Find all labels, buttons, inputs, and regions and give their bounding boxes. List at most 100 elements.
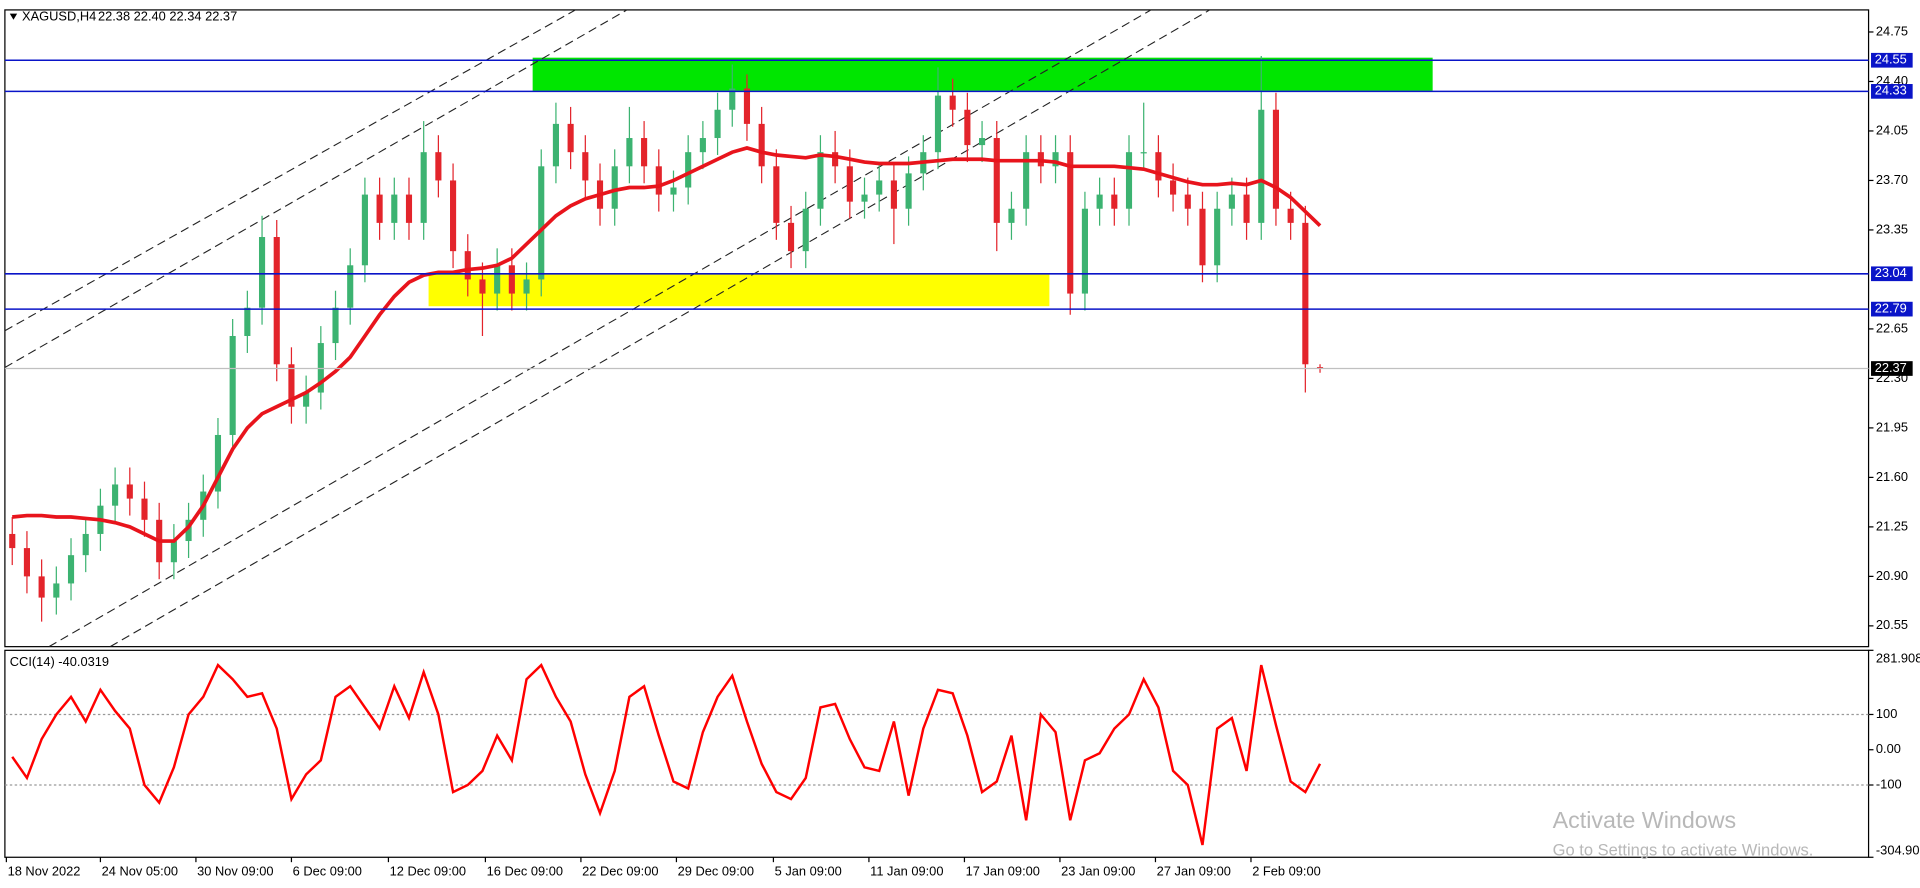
candle-body <box>949 95 956 110</box>
x-tick-label: 24 Nov 05:00 <box>102 863 178 878</box>
candle-body <box>141 498 148 520</box>
candle-body <box>1228 194 1235 209</box>
candle-body <box>38 576 45 598</box>
candle-body <box>979 138 986 146</box>
candle-body <box>905 173 912 209</box>
candle-body <box>347 265 354 308</box>
x-tick-label: 18 Nov 2022 <box>8 863 81 878</box>
watermark-subtitle: Go to Settings to activate Windows. <box>1553 841 1814 860</box>
candle-body <box>361 194 368 266</box>
candle-body <box>699 138 706 153</box>
candle-body <box>582 152 589 181</box>
candle-body <box>9 533 16 549</box>
level-label: 22.79 <box>1875 301 1907 316</box>
level-label: 24.55 <box>1875 52 1907 67</box>
candle-body <box>1008 208 1015 223</box>
candle-body <box>1081 208 1088 294</box>
level-box <box>1871 84 1913 99</box>
candle-body <box>53 583 60 598</box>
candle-body <box>1067 152 1074 294</box>
candle-body <box>112 484 119 506</box>
candle-body <box>1316 367 1324 369</box>
x-tick-label: 30 Nov 09:00 <box>197 863 273 878</box>
x-tick-label: 22 Dec 09:00 <box>582 863 658 878</box>
candle-body <box>1258 109 1265 223</box>
x-tick-label: 16 Dec 09:00 <box>487 863 563 878</box>
candle-body <box>494 265 501 294</box>
y-tick-label: 20.55 <box>1876 617 1908 632</box>
candle-body <box>214 434 222 492</box>
candle-body <box>479 279 486 294</box>
indicator-panel <box>4 649 1870 858</box>
menu-arrow[interactable] <box>9 13 18 20</box>
candle-body <box>244 307 251 336</box>
ohlc-header: 22.38 22.40 22.34 22.37 <box>98 9 237 24</box>
candle-body <box>273 237 280 365</box>
candle-body <box>1199 208 1206 266</box>
x-tick-label: 12 Dec 09:00 <box>390 863 466 878</box>
y-tick-label: 100 <box>1876 706 1897 721</box>
candle-body <box>714 109 721 139</box>
candle-body <box>391 194 398 223</box>
candle-body <box>82 533 89 556</box>
level-box <box>1871 266 1913 282</box>
y-tick-label: 24.75 <box>1876 23 1908 38</box>
channel-line <box>48 9 1152 647</box>
candle-body <box>67 555 75 584</box>
candle-body <box>332 307 339 344</box>
candle-body <box>508 265 515 294</box>
x-tick-label: 11 Jan 09:00 <box>870 863 943 878</box>
indicator-title: CCI(14) -40.0319 <box>10 654 109 669</box>
candle-body <box>420 152 427 223</box>
current-price-label: 22.37 <box>1875 360 1907 375</box>
candle-body <box>229 335 236 435</box>
y-tick-label: 0.00 <box>1876 741 1901 756</box>
candle-body <box>185 519 192 542</box>
candle-body <box>376 194 383 223</box>
candle-body <box>611 166 618 209</box>
channel-line <box>4 9 628 368</box>
candle-body <box>1052 152 1059 167</box>
y-tick-label: 21.95 <box>1876 419 1908 434</box>
level-label: 24.33 <box>1875 83 1907 98</box>
candle-body <box>758 123 765 167</box>
candle-body <box>934 95 942 153</box>
candle-body <box>846 166 853 202</box>
y-tick-label: 23.70 <box>1876 172 1908 187</box>
x-tick-label: 29 Dec 09:00 <box>678 863 754 878</box>
candle-body <box>317 343 324 393</box>
candle-body <box>787 222 795 252</box>
candle-body <box>655 166 662 195</box>
moving-average <box>12 146 1322 543</box>
cci-line <box>11 663 1322 846</box>
channel-line <box>109 9 1211 647</box>
x-tick-label: 27 Jan 09:00 <box>1157 863 1231 878</box>
candle-body <box>743 88 751 124</box>
candle-body <box>1023 152 1030 209</box>
candle-body <box>538 166 545 280</box>
candle-body <box>670 187 677 195</box>
candle-body <box>641 138 648 167</box>
candle-body <box>1214 208 1221 266</box>
level-box <box>1871 301 1913 317</box>
candle-body <box>1125 152 1133 209</box>
current-price-box <box>1871 361 1913 376</box>
candle-body <box>1184 194 1191 209</box>
candle-body <box>729 88 736 110</box>
candle-body <box>890 180 897 209</box>
candle-body <box>552 123 559 167</box>
candle-body <box>23 548 31 577</box>
channel-line <box>4 9 576 332</box>
supply-zone <box>532 57 1433 91</box>
candle-body <box>861 194 868 202</box>
candle-body <box>876 180 883 195</box>
watermark-title: Activate Windows <box>1553 807 1736 833</box>
candle-body <box>288 364 295 407</box>
candle-body <box>464 251 471 280</box>
x-tick-label: 2 Feb 09:00 <box>1252 863 1321 878</box>
y-tick-label: 20.90 <box>1876 568 1908 583</box>
x-tick-label: 17 Jan 09:00 <box>966 863 1040 878</box>
candle-body <box>773 166 780 223</box>
candle-body <box>685 152 692 188</box>
